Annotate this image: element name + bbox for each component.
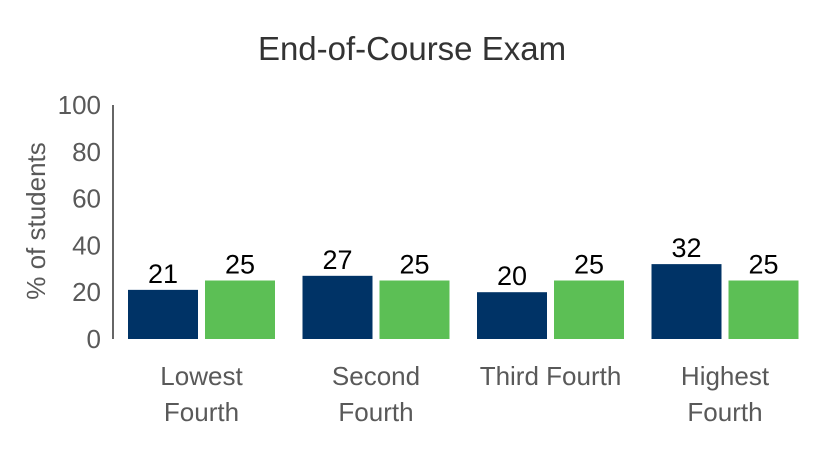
bar-1	[128, 289, 198, 339]
bars	[128, 264, 799, 339]
category-label: Fourth	[164, 397, 239, 427]
data-label: 32	[671, 233, 701, 263]
bar-2	[554, 280, 624, 339]
bar-2	[205, 280, 275, 339]
data-label: 21	[148, 259, 178, 289]
y-tick-label: 0	[87, 324, 101, 354]
y-tick-label: 100	[58, 90, 101, 120]
data-labels: 21 25 27 25 20 25 32 25	[148, 233, 779, 291]
data-label: 25	[748, 250, 778, 280]
data-label: 25	[399, 250, 429, 280]
category-label: Fourth	[687, 397, 762, 427]
bar-1	[302, 275, 373, 339]
category-label: Third Fourth	[480, 361, 622, 391]
y-tick-label: 80	[72, 137, 101, 167]
data-label: 25	[574, 250, 604, 280]
category-label: Fourth	[338, 397, 413, 427]
y-tick-label: 20	[72, 277, 101, 307]
data-label: 25	[225, 250, 255, 280]
category-labels: Lowest Fourth Second Fourth Third Fourth High…	[160, 361, 770, 427]
bar-1	[651, 264, 722, 339]
y-tick-label: 60	[72, 184, 101, 214]
bar-2	[379, 280, 450, 339]
bar-1	[477, 292, 547, 339]
category-label: Second	[332, 361, 420, 391]
chart-title: End-of-Course Exam	[258, 30, 566, 67]
data-label: 20	[497, 261, 527, 291]
category-label: Lowest	[160, 361, 243, 391]
y-axis-ticks: 0 20 40 60 80 100	[58, 90, 101, 354]
category-label: Highest	[681, 361, 770, 391]
data-label: 27	[322, 245, 352, 275]
y-tick-label: 40	[72, 230, 101, 260]
bar-2	[728, 280, 799, 339]
y-axis-label: % of students	[21, 142, 51, 300]
